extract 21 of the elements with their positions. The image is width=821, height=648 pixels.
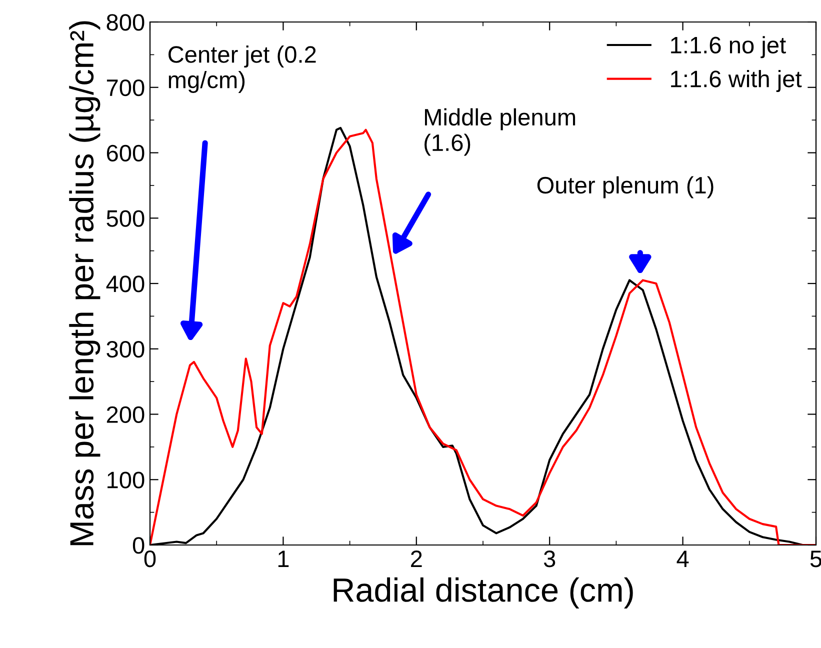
annotation: Middle plenum (1.6) bbox=[424, 108, 576, 156]
x-tick-label: 4 bbox=[676, 550, 689, 567]
y-tick-label: 800 bbox=[106, 14, 144, 31]
x-tick-label: 2 bbox=[411, 550, 422, 567]
y-tick-label: 500 bbox=[106, 210, 144, 227]
y-tick-label: 600 bbox=[106, 144, 144, 162]
y-tick-label: 0 bbox=[132, 537, 144, 554]
annotation: Center jet (0.2 mg/cm) bbox=[168, 46, 316, 93]
x-axis-title: Radial distance (cm) bbox=[334, 577, 633, 608]
y-tick-label: 400 bbox=[106, 276, 144, 292]
x-tick-label: 0 bbox=[144, 550, 156, 568]
y-tick-label: 700 bbox=[106, 79, 144, 96]
y-tick-label: 300 bbox=[106, 340, 144, 358]
y-tick-label: 200 bbox=[106, 406, 144, 424]
annotation: Outer plenum (1) bbox=[537, 176, 714, 198]
y-tick-label: 100 bbox=[108, 472, 144, 488]
legend-label: 1:1.6 no jet bbox=[671, 36, 786, 58]
x-tick-label: 3 bbox=[544, 550, 556, 568]
legend-label: 1:1.6 with jet bbox=[671, 70, 802, 92]
y-axis-title: Mass per length per radius (µg/cm²) bbox=[69, 21, 100, 546]
x-tick-label: 1 bbox=[278, 550, 289, 567]
